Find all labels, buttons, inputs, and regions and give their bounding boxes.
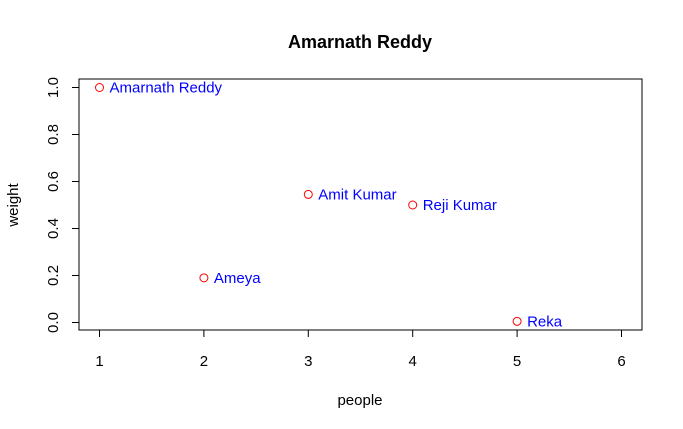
point-label: Reji Kumar [423,197,497,214]
point-label: Amarnath Reddy [110,80,223,97]
points-layer [95,83,522,326]
x-tick-label: 3 [304,353,312,370]
x-tick-label: 6 [617,353,625,370]
x-tick-label: 1 [95,353,103,370]
data-point [199,273,209,283]
data-point [303,189,313,199]
y-axis: 0.0 0.2 0.4 0.6 0.8 1.0 [45,77,80,333]
y-tick-label: 0.0 [45,312,62,333]
x-tick-label: 4 [409,353,417,370]
y-tick-label: 0.6 [45,171,62,192]
point-label: Amit Kumar [318,186,396,203]
y-tick-label: 1.0 [45,77,62,98]
point-label: Ameya [214,270,261,287]
labels-layer: Amarnath Reddy Ameya Amit Kumar Reji Kumar R… [110,80,563,331]
x-axis-label: people [337,392,382,409]
point-label: Reka [527,313,563,330]
plot-frame [78,78,643,331]
x-axis: 1 2 3 4 5 6 [95,329,626,370]
y-tick-label: 0.2 [45,265,62,286]
x-tick-label: 2 [200,353,208,370]
data-point [95,83,104,92]
data-point [408,200,418,210]
y-axis-label: weight [5,182,22,227]
y-tick-label: 0.8 [45,124,62,145]
x-tick-label: 5 [513,353,521,370]
chart-title: Amarnath Reddy [288,32,432,52]
data-point [512,316,522,326]
y-tick-label: 0.4 [45,218,62,239]
